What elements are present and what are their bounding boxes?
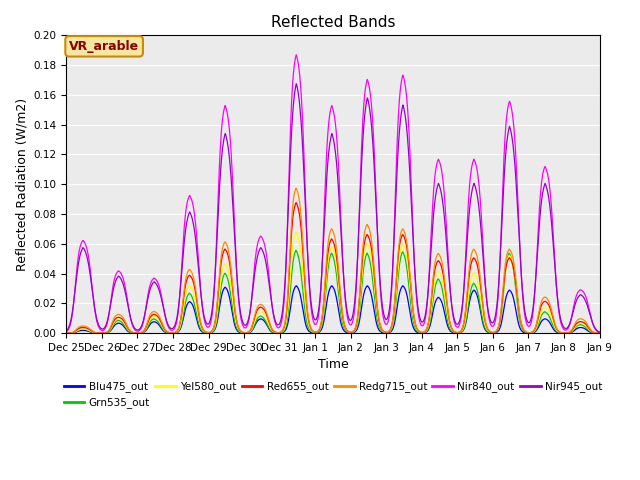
Grn535_out: [124, 327, 131, 333]
Red655_out: [292, 200, 300, 205]
Nir840_out: [586, 306, 593, 312]
Line: Blu475_out: Blu475_out: [67, 286, 600, 333]
Red655_out: [290, 207, 298, 213]
Red655_out: [586, 326, 593, 332]
Blu475_out: [155, 322, 163, 328]
Yel580_out: [528, 330, 536, 336]
Yel580_out: [124, 325, 131, 331]
Grn535_out: [586, 328, 593, 334]
Nir945_out: [292, 81, 300, 87]
Yel580_out: [586, 327, 593, 333]
Nir840_out: [292, 52, 300, 58]
Redg715_out: [528, 329, 536, 335]
Nir945_out: [528, 313, 536, 319]
Y-axis label: Reflected Radiation (W/m2): Reflected Radiation (W/m2): [15, 98, 28, 271]
Nir840_out: [155, 282, 163, 288]
Blu475_out: [63, 330, 70, 336]
Nir945_out: [155, 287, 163, 292]
Redg715_out: [124, 323, 131, 329]
Red655_out: [596, 330, 604, 336]
Title: Reflected Bands: Reflected Bands: [271, 15, 396, 30]
Grn535_out: [528, 330, 536, 336]
Line: Yel580_out: Yel580_out: [67, 232, 600, 333]
Nir945_out: [63, 328, 70, 334]
X-axis label: Time: Time: [317, 359, 348, 372]
Nir840_out: [528, 317, 536, 323]
Blu475_out: [124, 328, 131, 334]
Nir945_out: [290, 96, 298, 102]
Nir840_out: [290, 65, 298, 71]
Grn535_out: [155, 320, 163, 326]
Line: Redg715_out: Redg715_out: [67, 188, 600, 333]
Nir945_out: [596, 329, 604, 335]
Redg715_out: [596, 330, 604, 336]
Nir840_out: [267, 291, 275, 297]
Yel580_out: [292, 229, 300, 235]
Nir945_out: [586, 309, 593, 315]
Nir945_out: [124, 299, 131, 304]
Yel580_out: [63, 330, 70, 336]
Yel580_out: [267, 326, 275, 332]
Legend: Blu475_out, Grn535_out, Yel580_out, Red655_out, Redg715_out, Nir840_out, Nir945_: Blu475_out, Grn535_out, Yel580_out, Red6…: [60, 377, 607, 412]
Blu475_out: [586, 329, 593, 335]
Red655_out: [124, 324, 131, 330]
Yel580_out: [596, 330, 604, 336]
Red655_out: [267, 324, 275, 330]
Blu475_out: [267, 328, 275, 334]
Grn535_out: [292, 248, 300, 253]
Redg715_out: [292, 185, 300, 191]
Grn535_out: [267, 327, 275, 333]
Nir945_out: [267, 294, 275, 300]
Yel580_out: [155, 317, 163, 323]
Line: Red655_out: Red655_out: [67, 203, 600, 333]
Line: Nir840_out: Nir840_out: [67, 55, 600, 332]
Text: VR_arable: VR_arable: [69, 40, 139, 53]
Redg715_out: [63, 330, 70, 336]
Line: Grn535_out: Grn535_out: [67, 251, 600, 333]
Grn535_out: [596, 330, 604, 336]
Nir840_out: [124, 296, 131, 302]
Nir840_out: [63, 329, 70, 335]
Yel580_out: [290, 236, 298, 242]
Nir840_out: [596, 329, 604, 335]
Redg715_out: [155, 312, 163, 318]
Red655_out: [155, 315, 163, 321]
Blu475_out: [596, 330, 604, 336]
Blu475_out: [292, 283, 300, 288]
Red655_out: [528, 329, 536, 335]
Grn535_out: [63, 330, 70, 336]
Redg715_out: [586, 324, 593, 330]
Blu475_out: [528, 330, 536, 336]
Line: Nir945_out: Nir945_out: [67, 84, 600, 332]
Redg715_out: [290, 193, 298, 199]
Redg715_out: [267, 324, 275, 329]
Blu475_out: [290, 287, 298, 293]
Red655_out: [63, 330, 70, 336]
Grn535_out: [290, 254, 298, 260]
